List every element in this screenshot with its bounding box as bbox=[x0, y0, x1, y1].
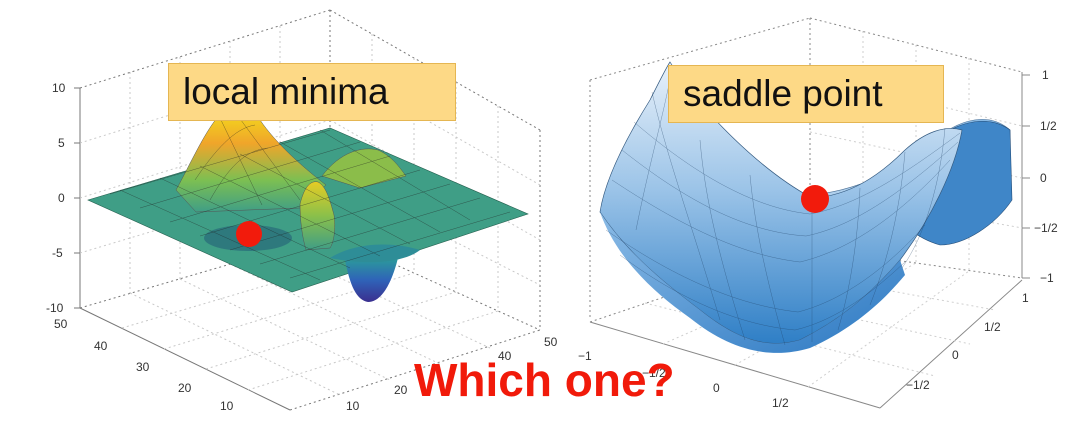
left-y-tick: 10 bbox=[220, 399, 234, 413]
right-y-tick: −1/2 bbox=[906, 378, 930, 392]
left-x-tick: 10 bbox=[346, 399, 360, 413]
left-z-tick: 5 bbox=[58, 136, 65, 150]
right-x-tick: −1/2 bbox=[642, 366, 666, 380]
local-minimum-marker bbox=[236, 221, 262, 247]
right-z-tick: −1/2 bbox=[1034, 221, 1058, 235]
question-text: Which one? bbox=[414, 354, 675, 406]
left-x-tick: 40 bbox=[498, 349, 512, 363]
right-x-tick: 0 bbox=[713, 381, 720, 395]
left-y-tick: 40 bbox=[94, 339, 108, 353]
left-z-tick: -5 bbox=[52, 246, 63, 260]
left-plot-tick-labels: 10 5 0 -5 -10 50 40 30 20 10 10 20 40 50 bbox=[46, 81, 558, 413]
right-y-tick: 1/2 bbox=[984, 320, 1001, 334]
saddle-point-marker bbox=[801, 185, 829, 213]
right-z-tick: 1/2 bbox=[1040, 119, 1057, 133]
local-minima-surface bbox=[87, 106, 529, 302]
local-minima-label: local minima bbox=[168, 63, 456, 121]
right-z-tick: 0 bbox=[1040, 171, 1047, 185]
right-y-tick: 0 bbox=[952, 348, 959, 362]
left-z-tick: -10 bbox=[46, 301, 64, 315]
left-x-tick: 20 bbox=[394, 383, 408, 397]
right-z-tick: 1 bbox=[1042, 68, 1049, 82]
right-plot-tick-labels: 1 1/2 0 −1/2 −1 1 1/2 0 −1/2 −1 −1/2 0 1… bbox=[578, 68, 1058, 410]
left-x-tick: 50 bbox=[544, 335, 558, 349]
left-y-tick: 50 bbox=[54, 317, 68, 331]
right-x-tick: 1/2 bbox=[772, 396, 789, 410]
saddle-point-surface bbox=[599, 61, 1013, 353]
right-y-tick: 1 bbox=[1022, 291, 1029, 305]
right-x-tick: −1 bbox=[578, 349, 592, 363]
left-z-tick: 0 bbox=[58, 191, 65, 205]
left-y-tick: 20 bbox=[178, 381, 192, 395]
saddle-point-label: saddle point bbox=[668, 65, 944, 123]
right-z-tick: −1 bbox=[1040, 271, 1054, 285]
left-z-tick: 10 bbox=[52, 81, 66, 95]
left-y-tick: 30 bbox=[136, 360, 150, 374]
